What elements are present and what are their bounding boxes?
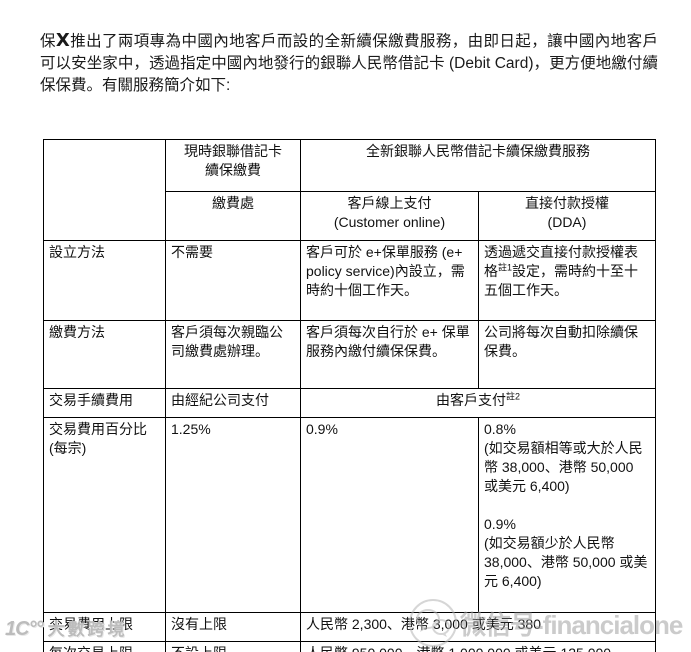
row-handling-fee: 交易手續費用 由經紀公司支付 由客戶支付註2 bbox=[43, 388, 656, 418]
row-setup-method: 設立方法 不需要 客戶可於 e+保單服務 (e+ policy service)… bbox=[43, 240, 656, 321]
footnote-1-marker: 註1 bbox=[498, 262, 513, 273]
cell-handling-current: 由經紀公司支付 bbox=[165, 388, 301, 418]
row-fee-cap: 交易費用上限 沒有上限 人民幣 2,300、港幣 3,000 或美元 380 bbox=[43, 612, 656, 642]
redaction-x-mark: X bbox=[55, 30, 70, 51]
footnote-2-marker: 註2 bbox=[505, 391, 520, 402]
cell-fee-percent-current: 1.25% bbox=[165, 417, 301, 613]
watermark-left-logo: 1C°° 大數跨境 bbox=[5, 615, 128, 641]
cell-setup-current: 不需要 bbox=[165, 240, 301, 321]
wechat-icon bbox=[409, 599, 457, 647]
cell-setup-online: 客戶可於 e+保單服務 (e+ policy service)內設立，需時約十個… bbox=[300, 240, 479, 321]
cell-fee-percent-dda: 0.8% (如交易額相等或大於人民幣 38,000、港幣 50,000 或美元 … bbox=[478, 417, 656, 613]
cell-txn-cap-current: 不設上限 bbox=[165, 641, 301, 652]
setup-dda-text: 透過遞交直接付款授權表格 bbox=[484, 244, 638, 280]
left-logo-icon: 1C°° bbox=[5, 618, 44, 640]
row-payment-method: 繳費方法 客戶須每次親臨公司繳費處辦理。 客戶須每次自行於 e+ 保單服務內繳付… bbox=[43, 320, 656, 389]
cell-fee-cap-current: 沒有上限 bbox=[165, 612, 301, 642]
header-row-2: 繳費處 客戶線上支付 (Customer online) 直接付款授權 (DDA… bbox=[44, 191, 656, 241]
setup-dda-text-cont: 設定，需時約十至十五個工作天。 bbox=[484, 263, 639, 299]
header-row-1: 現時銀聯借記卡 續保繳費 全新銀聯人民幣借記卡續保繳費服務 bbox=[43, 139, 656, 241]
cell-fee-cap-merged: 人民幣 2,300、港幣 3,000 或美元 380 bbox=[300, 612, 656, 642]
intro-paragraph: 保X推出了兩項專為中國內地客戶而設的全新續保繳費服務，由即日起，讓中國內地客戶可… bbox=[40, 30, 658, 97]
cell-payment-current: 客戶須每次親臨公司繳費處辦理。 bbox=[165, 320, 301, 389]
cell-txn-cap-merged: 人民幣 950,000、港幣 1,000,000 或美元 125,000 bbox=[300, 641, 656, 652]
cell-header-current-service: 現時銀聯借記卡 續保繳費 bbox=[165, 139, 301, 192]
cell-header-customer-online: 客戶線上支付 (Customer online) bbox=[300, 191, 479, 241]
cell-payment-online: 客戶須每次自行於 e+ 保單服務內繳付續保保費。 bbox=[300, 320, 479, 389]
cell-handling-merged: 由客戶支付註2 bbox=[300, 388, 656, 418]
cell-header-payment-office: 繳費處 bbox=[165, 191, 301, 241]
left-logo-text: 大數跨境 bbox=[47, 620, 128, 639]
wechat-id-text: 微信号-financialone bbox=[460, 609, 683, 640]
cell-setup-label: 設立方法 bbox=[43, 240, 166, 321]
row-transaction-cap: 每次交易上限 不設上限 人民幣 950,000、港幣 1,000,000 或美元… bbox=[43, 641, 656, 652]
cell-setup-dda: 透過遞交直接付款授權表格註1設定，需時約十至十五個工作天。 bbox=[478, 240, 656, 321]
cell-header-dda: 直接付款授權 (DDA) bbox=[478, 191, 656, 241]
cell-fee-percent-online: 0.9% bbox=[300, 417, 479, 613]
intro-body-text: 推出了兩項專為中國內地客戶而設的全新續保繳費服務，由即日起，讓中國內地客戶可以安… bbox=[40, 33, 658, 94]
row-fee-percentage: 交易費用百分比 (每宗) 1.25% 0.9% 0.8% (如交易額相等或大於人… bbox=[43, 417, 656, 613]
cell-header-new-service: 全新銀聯人民幣借記卡續保繳費服務 bbox=[300, 139, 656, 192]
cell-payment-dda: 公司將每次自動扣除續保保費。 bbox=[478, 320, 656, 389]
company-name: 保 bbox=[40, 33, 56, 50]
watermark-wechat: 微信号-financialone bbox=[408, 596, 683, 650]
handling-merged-text: 由客戶支付 bbox=[435, 392, 506, 408]
cell-txn-cap-label: 每次交易上限 bbox=[43, 641, 166, 652]
cell-payment-label: 繳費方法 bbox=[43, 320, 166, 389]
cell-fee-percent-label: 交易費用百分比 (每宗) bbox=[43, 417, 166, 613]
cell-corner bbox=[43, 139, 166, 241]
service-comparison-table: 現時銀聯借記卡 續保繳費 全新銀聯人民幣借記卡續保繳費服務 繳費處 客戶線上支付… bbox=[43, 139, 656, 652]
cell-handling-label: 交易手續費用 bbox=[43, 388, 166, 418]
